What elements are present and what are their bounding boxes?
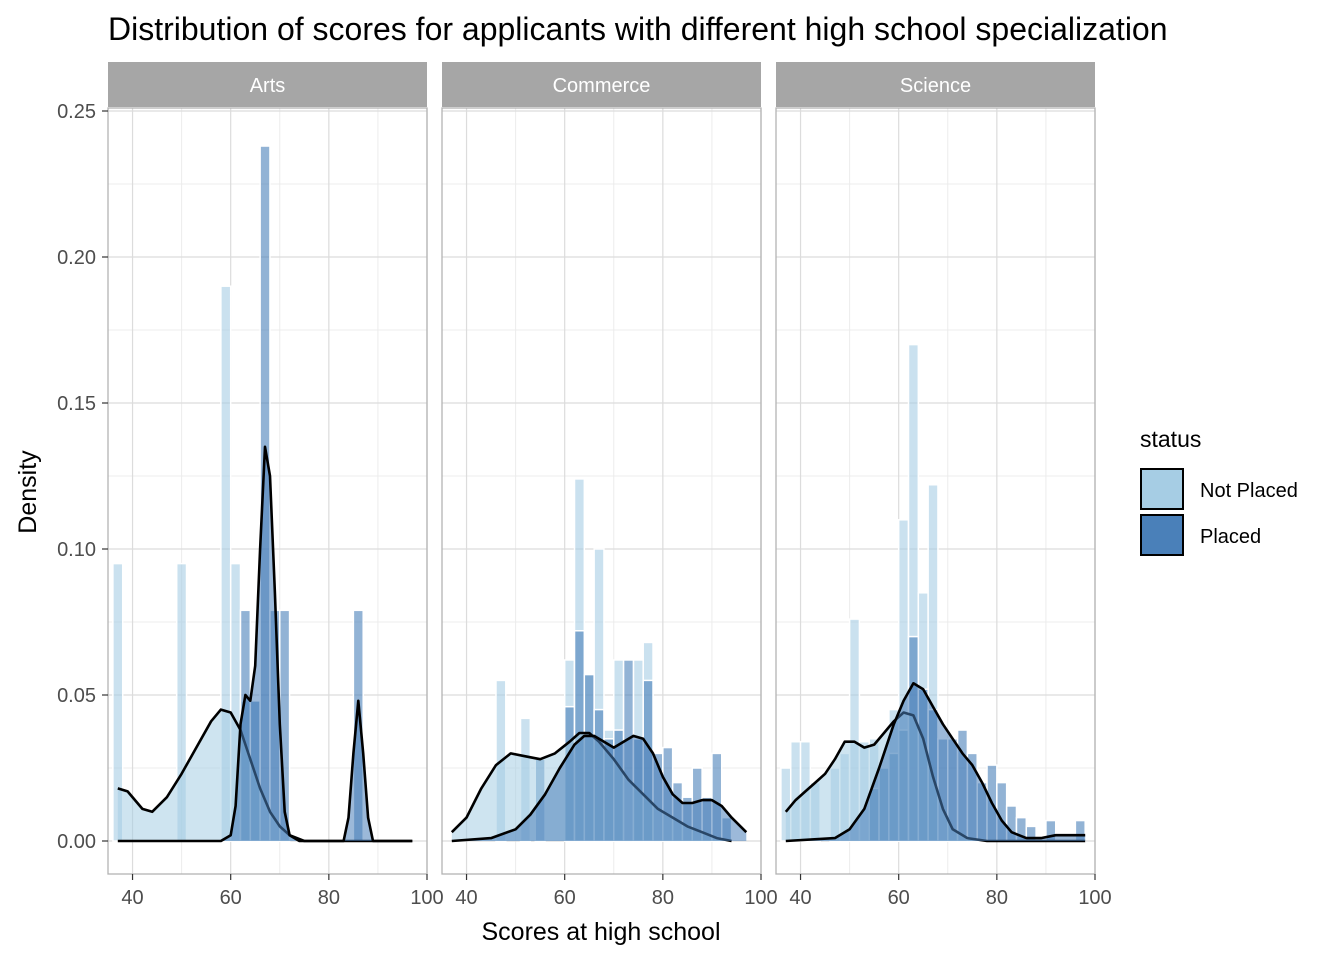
legend-label-not-placed: Not Placed [1200,480,1298,502]
facet-strip-label: Science [900,75,971,97]
legend: status Not Placed Placed [1140,426,1298,556]
y-tick-label: 0.05 [57,685,96,707]
x-tick-label: 40 [455,887,477,909]
density-placed-area [785,683,1086,841]
y-tick-label: 0.00 [57,831,96,853]
y-tick-label: 0.25 [57,101,96,123]
x-axis-label: Scores at high school [481,918,720,946]
facet-panel-science: Science 40 60 80 100 [775,62,1112,909]
legend-key-not-placed [1140,468,1184,510]
x-tick-label: 100 [744,887,777,909]
y-axis: 0.00 0.05 0.10 0.15 0.20 0.25 [57,101,108,853]
facet-strip-label: Commerce [553,75,651,97]
facet-strip [442,62,761,107]
density-not-placed-area [117,709,413,841]
y-tick-label: 0.15 [57,393,96,415]
legend-key-placed [1140,514,1184,556]
facet-panel-arts: Arts 40 60 80 100 [107,62,444,909]
y-tick-label: 0.10 [57,539,96,561]
x-tick-label: 60 [220,887,242,909]
x-tick-label: 100 [410,887,443,909]
facet-strip [776,62,1095,107]
density-placed-area [117,446,413,841]
legend-label-placed: Placed [1200,526,1261,548]
facets-group: Arts 40 60 80 100 Commerce 40 60 80 100 Science 40 6… [107,62,1112,909]
panel-border [775,107,1096,875]
panel-border [107,107,428,875]
density-placed-area [451,735,747,841]
chart-title: Distribution of scores for applicants wi… [108,11,1168,47]
density-placed-line [451,734,748,843]
facet-strip [108,62,427,107]
x-tick-label: 60 [888,887,910,909]
x-tick-label: 40 [789,887,811,909]
y-tick-label: 0.20 [57,247,96,269]
facet-panel-commerce: Commerce 40 60 80 100 [441,62,778,909]
density-placed-line [117,445,413,843]
x-tick-label: 60 [554,887,576,909]
legend-title: status [1140,426,1201,452]
density-not-placed-area [785,712,1086,841]
facet-strip-label: Arts [250,75,286,97]
x-tick-label: 80 [318,887,340,909]
x-tick-label: 40 [121,887,143,909]
panel-border [441,107,762,875]
x-tick-label: 100 [1078,887,1111,909]
x-tick-label: 80 [986,887,1008,909]
x-tick-label: 80 [652,887,674,909]
density-placed-line [785,682,1086,843]
y-axis-label: Density [14,450,42,534]
